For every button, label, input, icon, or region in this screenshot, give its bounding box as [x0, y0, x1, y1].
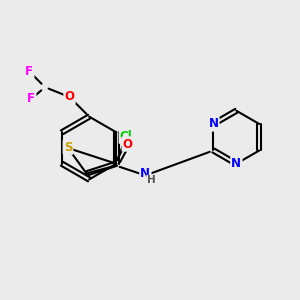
- Text: N: N: [231, 157, 242, 170]
- Text: H: H: [147, 175, 156, 185]
- Text: F: F: [27, 92, 35, 106]
- Text: N: N: [140, 167, 150, 180]
- Text: N: N: [208, 118, 218, 130]
- Text: O: O: [64, 91, 74, 103]
- Text: S: S: [64, 141, 72, 154]
- Text: F: F: [25, 65, 33, 78]
- Text: Cl: Cl: [120, 130, 133, 143]
- Text: O: O: [123, 137, 133, 151]
